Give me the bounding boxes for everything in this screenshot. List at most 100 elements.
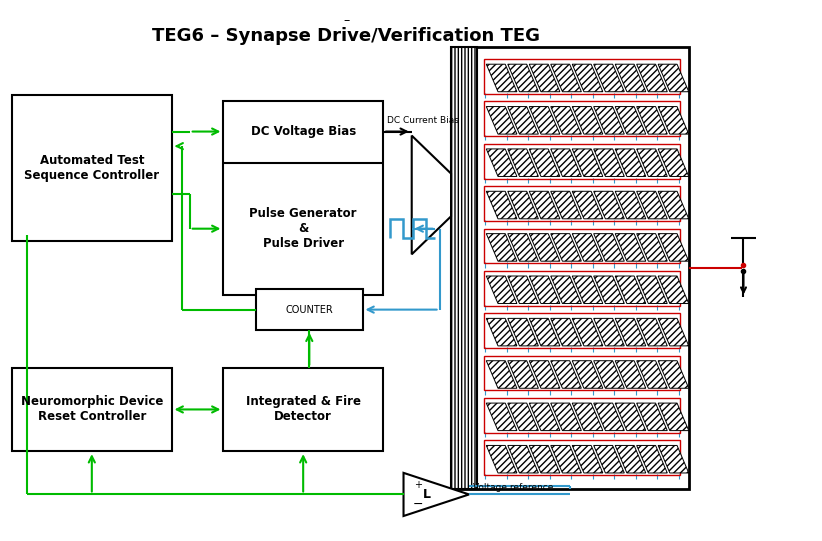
- Polygon shape: [593, 403, 625, 431]
- Polygon shape: [637, 445, 667, 473]
- Polygon shape: [508, 192, 538, 219]
- Text: DC Current Bias: DC Current Bias: [387, 116, 459, 125]
- Polygon shape: [487, 64, 517, 92]
- Bar: [12, 368, 172, 451]
- Text: Automated Test
Sequence Controller: Automated Test Sequence Controller: [25, 154, 159, 182]
- Polygon shape: [487, 318, 517, 346]
- Polygon shape: [487, 234, 517, 261]
- Polygon shape: [508, 107, 538, 134]
- Bar: [484, 440, 681, 475]
- Polygon shape: [508, 149, 538, 176]
- Polygon shape: [615, 276, 646, 304]
- Polygon shape: [551, 64, 581, 92]
- Polygon shape: [637, 318, 667, 346]
- Bar: [224, 368, 383, 451]
- Polygon shape: [658, 403, 689, 431]
- Polygon shape: [593, 107, 625, 134]
- Polygon shape: [551, 192, 581, 219]
- Polygon shape: [412, 136, 451, 254]
- Polygon shape: [551, 403, 581, 431]
- Polygon shape: [593, 318, 625, 346]
- Bar: [484, 59, 681, 94]
- Polygon shape: [658, 107, 689, 134]
- Polygon shape: [637, 107, 667, 134]
- Polygon shape: [615, 64, 646, 92]
- Polygon shape: [487, 149, 517, 176]
- Text: +: +: [414, 480, 422, 490]
- Polygon shape: [593, 276, 625, 304]
- Polygon shape: [637, 149, 667, 176]
- Polygon shape: [508, 234, 538, 261]
- Polygon shape: [508, 403, 538, 431]
- Polygon shape: [637, 234, 667, 261]
- Polygon shape: [615, 403, 646, 431]
- Polygon shape: [487, 403, 517, 431]
- Polygon shape: [529, 445, 560, 473]
- Bar: [451, 47, 689, 489]
- Polygon shape: [487, 276, 517, 304]
- Bar: [484, 144, 681, 179]
- Bar: [484, 313, 681, 348]
- Polygon shape: [487, 361, 517, 388]
- Polygon shape: [658, 149, 689, 176]
- Bar: [224, 101, 383, 295]
- Text: –: –: [343, 14, 349, 27]
- Polygon shape: [615, 445, 646, 473]
- Polygon shape: [637, 64, 667, 92]
- Polygon shape: [551, 234, 581, 261]
- Polygon shape: [572, 318, 603, 346]
- Text: Neuromorphic Device
Reset Controller: Neuromorphic Device Reset Controller: [21, 395, 163, 424]
- Polygon shape: [593, 149, 625, 176]
- Polygon shape: [404, 473, 469, 516]
- Bar: [256, 289, 363, 330]
- Bar: [484, 186, 681, 221]
- Polygon shape: [551, 445, 581, 473]
- Polygon shape: [637, 361, 667, 388]
- Polygon shape: [658, 445, 689, 473]
- Bar: [484, 228, 681, 263]
- Polygon shape: [508, 276, 538, 304]
- Polygon shape: [487, 445, 517, 473]
- Polygon shape: [572, 234, 603, 261]
- Polygon shape: [529, 318, 560, 346]
- Polygon shape: [529, 361, 560, 388]
- Text: TEG6 – Synapse Drive/Verification TEG: TEG6 – Synapse Drive/Verification TEG: [152, 27, 540, 44]
- Polygon shape: [508, 318, 538, 346]
- Polygon shape: [658, 361, 689, 388]
- Text: DC Voltage Bias: DC Voltage Bias: [251, 125, 356, 138]
- Text: Integrated & Fire
Detector: Integrated & Fire Detector: [246, 395, 361, 424]
- Polygon shape: [615, 149, 646, 176]
- Polygon shape: [658, 234, 689, 261]
- Text: −: −: [413, 497, 423, 511]
- Polygon shape: [658, 192, 689, 219]
- Polygon shape: [658, 276, 689, 304]
- Polygon shape: [551, 149, 581, 176]
- Polygon shape: [508, 361, 538, 388]
- Bar: [484, 102, 681, 136]
- Polygon shape: [658, 64, 689, 92]
- Polygon shape: [637, 276, 667, 304]
- Polygon shape: [487, 107, 517, 134]
- Polygon shape: [615, 234, 646, 261]
- Polygon shape: [508, 64, 538, 92]
- Polygon shape: [593, 361, 625, 388]
- Polygon shape: [572, 107, 603, 134]
- Polygon shape: [572, 149, 603, 176]
- Polygon shape: [508, 445, 538, 473]
- Polygon shape: [487, 192, 517, 219]
- Text: Pulse Generator
&
Pulse Driver: Pulse Generator & Pulse Driver: [249, 207, 357, 250]
- Polygon shape: [637, 403, 667, 431]
- Polygon shape: [529, 403, 560, 431]
- Polygon shape: [572, 403, 603, 431]
- Polygon shape: [529, 149, 560, 176]
- Polygon shape: [593, 445, 625, 473]
- Bar: [484, 271, 681, 306]
- Polygon shape: [615, 318, 646, 346]
- Polygon shape: [529, 234, 560, 261]
- Polygon shape: [615, 192, 646, 219]
- Bar: [12, 95, 172, 241]
- Bar: [484, 355, 681, 391]
- Text: Voltage reference: Voltage reference: [473, 484, 553, 492]
- Polygon shape: [529, 276, 560, 304]
- Polygon shape: [529, 192, 560, 219]
